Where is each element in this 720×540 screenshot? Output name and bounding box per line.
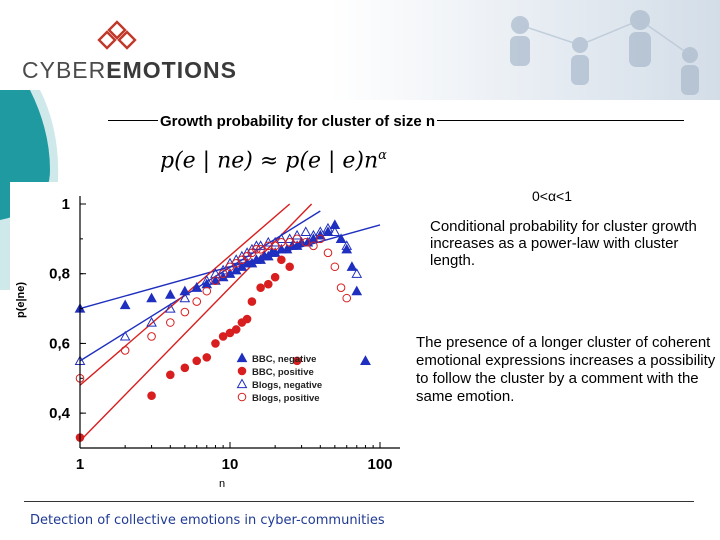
data-point bbox=[192, 356, 202, 366]
data-point bbox=[247, 297, 257, 306]
chart-background bbox=[10, 182, 408, 492]
data-point bbox=[179, 292, 191, 303]
legend-label: Blogs, negative bbox=[252, 380, 322, 391]
data-point bbox=[119, 330, 131, 341]
legend-marker bbox=[236, 378, 248, 389]
data-point bbox=[323, 248, 333, 258]
data-point bbox=[277, 255, 286, 265]
x-tick-label: 10 bbox=[222, 456, 239, 473]
legend-marker bbox=[236, 352, 248, 363]
data-point bbox=[335, 233, 347, 243]
data-point bbox=[191, 282, 203, 292]
data-point bbox=[351, 268, 363, 278]
data-point bbox=[211, 276, 220, 285]
x-tick-label: 100 bbox=[367, 456, 392, 473]
header: CYBEREMOTIONS bbox=[0, 0, 720, 100]
data-point bbox=[270, 272, 280, 282]
formula: p(e | ne) ≈ p(e | e)nα bbox=[160, 148, 387, 174]
data-point bbox=[262, 236, 274, 247]
data-point bbox=[316, 234, 325, 244]
legend-marker bbox=[237, 392, 247, 402]
legend-label: Blogs, positive bbox=[252, 393, 320, 404]
description-2: The presence of a longer cluster of cohe… bbox=[416, 334, 716, 405]
data-point bbox=[329, 219, 341, 230]
data-point bbox=[263, 241, 273, 251]
data-point bbox=[256, 283, 265, 292]
data-point bbox=[292, 356, 302, 366]
data-point bbox=[146, 316, 157, 327]
data-point bbox=[322, 222, 334, 233]
data-point bbox=[300, 226, 312, 236]
data-point bbox=[285, 238, 294, 247]
data-point bbox=[147, 391, 156, 401]
data-point bbox=[217, 264, 229, 275]
data-point bbox=[119, 299, 131, 310]
data-point bbox=[291, 229, 303, 240]
data-point bbox=[218, 269, 228, 279]
data-point bbox=[329, 226, 341, 236]
x-axis-label: n bbox=[219, 478, 225, 490]
data-point bbox=[241, 247, 253, 257]
data-point bbox=[256, 245, 265, 254]
data-point bbox=[231, 325, 241, 334]
data-point bbox=[192, 297, 202, 306]
people-network-graphic bbox=[330, 0, 720, 100]
data-point bbox=[179, 285, 191, 296]
data-point bbox=[211, 339, 220, 348]
y-tick-label: 0,8 bbox=[49, 266, 70, 283]
data-point bbox=[180, 363, 190, 373]
data-point bbox=[147, 332, 156, 341]
legend-label: BBC, positive bbox=[252, 367, 314, 378]
data-point bbox=[277, 238, 286, 247]
data-point bbox=[263, 279, 273, 289]
data-point bbox=[164, 303, 176, 313]
legend-marker bbox=[237, 366, 247, 376]
y-tick-label: 0,6 bbox=[49, 335, 70, 352]
logo-icon bbox=[97, 20, 137, 50]
data-point bbox=[351, 285, 363, 296]
y-tick-label: 0,4 bbox=[49, 405, 71, 422]
legend-label: BBC, negative bbox=[252, 354, 316, 365]
scatter-chart: 1 10 100 1 0,8 0,6 0,4 n p(e|ne) BBC, negative BBC… bbox=[10, 182, 408, 492]
fit-line bbox=[79, 203, 313, 442]
data-point bbox=[341, 240, 353, 250]
y-axis-label: p(e|ne) bbox=[15, 282, 27, 318]
data-point bbox=[146, 292, 157, 303]
data-point bbox=[180, 307, 190, 317]
data-point bbox=[236, 250, 248, 261]
data-point bbox=[322, 226, 334, 236]
data-point bbox=[360, 355, 371, 365]
footer-rule bbox=[24, 501, 694, 502]
data-point bbox=[346, 261, 358, 271]
data-point bbox=[276, 233, 287, 243]
logo-wordmark: CYBEREMOTIONS bbox=[22, 57, 237, 83]
data-point bbox=[341, 243, 353, 254]
x-tick-label: 1 bbox=[76, 456, 84, 473]
data-point bbox=[201, 275, 213, 285]
data-point bbox=[309, 241, 318, 251]
data-point bbox=[252, 245, 261, 254]
data-point bbox=[202, 286, 212, 296]
data-point bbox=[242, 314, 252, 324]
description-1: Conditional probability for cluster grow… bbox=[430, 218, 697, 269]
alpha-range: 0<α<1 bbox=[532, 188, 573, 204]
data-point bbox=[285, 262, 294, 272]
footer-text: Detection of collective emotions in cybe… bbox=[30, 513, 385, 528]
data-point bbox=[342, 293, 352, 303]
data-point bbox=[336, 283, 346, 292]
data-point bbox=[164, 289, 176, 299]
data-point bbox=[166, 370, 175, 380]
data-point bbox=[330, 262, 340, 272]
data-point bbox=[292, 234, 302, 244]
data-point bbox=[202, 353, 212, 362]
data-point bbox=[246, 243, 258, 254]
data-point bbox=[284, 233, 296, 243]
slide-title: Growth probability for cluster of size n bbox=[158, 113, 438, 130]
data-point bbox=[218, 332, 228, 341]
data-point bbox=[301, 238, 311, 247]
y-tick-label: 1 bbox=[62, 196, 70, 213]
data-point bbox=[166, 318, 175, 327]
data-point bbox=[120, 346, 130, 355]
